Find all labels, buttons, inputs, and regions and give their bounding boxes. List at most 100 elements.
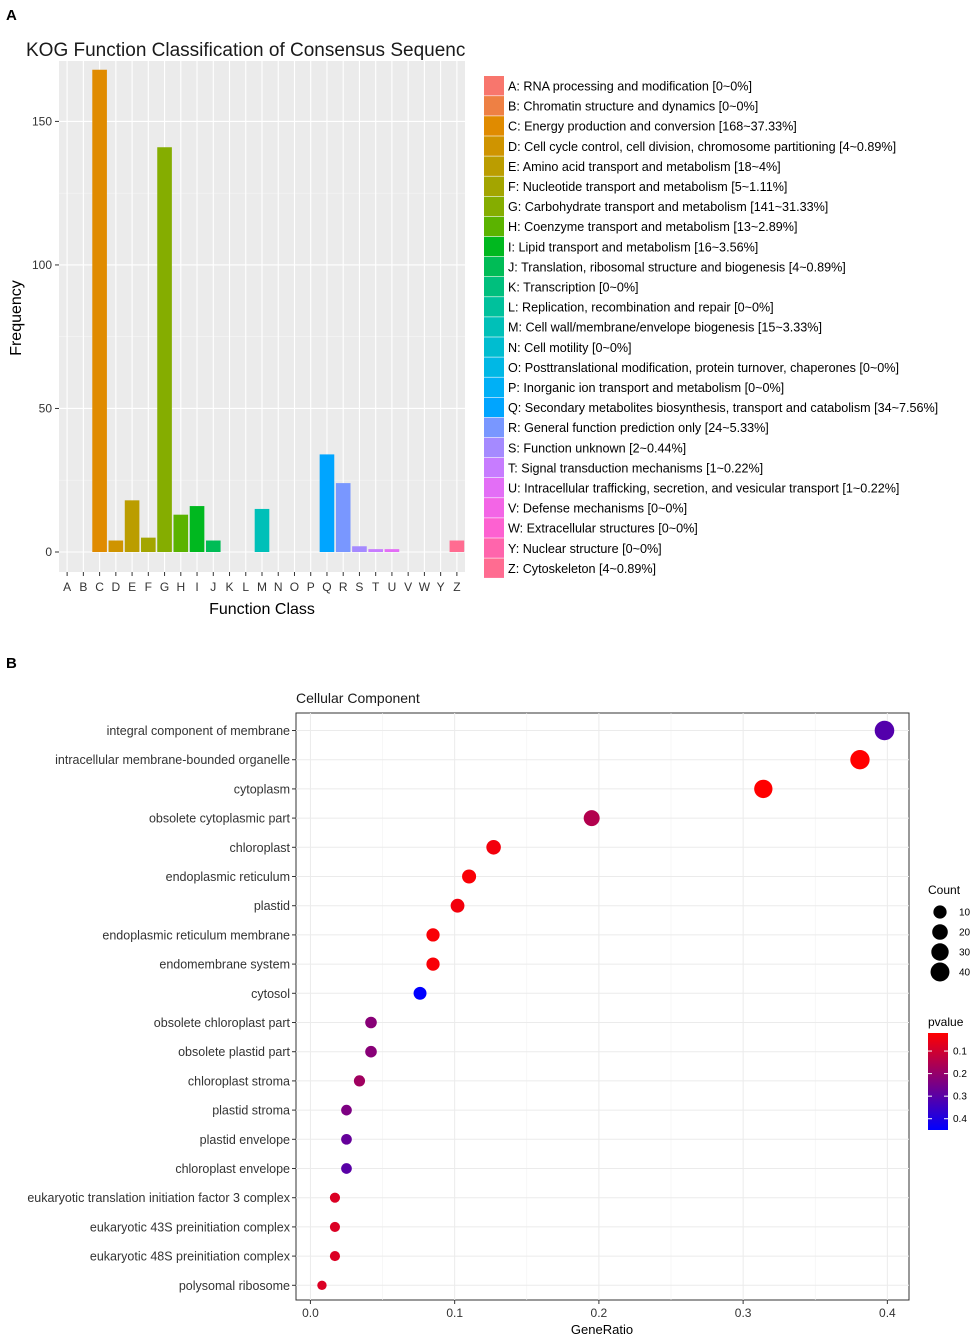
chart-b-x-tick-label: 0.0 (302, 1306, 319, 1320)
bar-e (124, 500, 140, 552)
count-legend-label: 20 (959, 928, 971, 939)
point-chloroplast-stroma (353, 1075, 366, 1087)
chart-a-x-tick-label-b: B (79, 580, 87, 594)
legend-label-w: W: Extracellular structures [0~0%] (508, 522, 698, 536)
chart-b-count-legend: Count 10 20 30 40 (928, 883, 971, 982)
chart-b-y-tick-label: chloroplast stroma (188, 1074, 290, 1088)
chart-b-x-tick-label: 0.1 (446, 1306, 463, 1320)
legend-label-g: G: Carbohydrate transport and metabolism… (508, 200, 828, 214)
chart-a-x-tick-label-n: N (274, 580, 283, 594)
chart-b-x-tick-label: 0.2 (591, 1306, 608, 1320)
chart-a-x-tick-label-g: G (160, 580, 169, 594)
chart-a-y-tick-label: 100 (32, 258, 52, 272)
chart-a-y-tick-label: 150 (32, 114, 52, 128)
legend-key-l (484, 297, 504, 317)
bar-q (319, 454, 335, 552)
chart-a-x-tick-label-m: M (257, 580, 267, 594)
legend-label-i: I: Lipid transport and metabolism [16~3.… (508, 240, 758, 254)
chart-a-x-tick-label-j: J (210, 580, 216, 594)
legend-label-l: L: Replication, recombination and repair… (508, 301, 774, 315)
legend-key-v (484, 498, 504, 518)
point-obsolete-chloroplast-part (365, 1016, 377, 1029)
count-legend-title: Count (928, 883, 961, 897)
bar-t (368, 549, 383, 552)
point-chloroplast-envelope (341, 1163, 352, 1174)
chart-b-y-tick-label: intracellular membrane-bounded organelle (55, 753, 290, 767)
chart-a-y-tick-label: 50 (39, 401, 53, 415)
chart-b-y-tick-label: plastid (254, 899, 290, 913)
chart-a-x-tick-label-l: L (242, 580, 249, 594)
chart-b-plot-panel (295, 712, 910, 1301)
count-legend-dot (930, 962, 950, 982)
legend-key-h (484, 216, 504, 237)
count-legend-dot (933, 905, 947, 919)
legend-label-c: C: Energy production and conversion [168… (508, 120, 797, 134)
legend-key-q (484, 397, 504, 418)
count-legend-dot (931, 943, 949, 961)
chart-b-y-tick-label: integral component of membrane (107, 724, 290, 738)
chart-a-x-tick-label-u: U (388, 580, 397, 594)
chart-b-y-tick-label: plastid stroma (212, 1104, 290, 1118)
legend-key-s (484, 437, 504, 458)
chart-b-y-tick-label: obsolete cytoplasmic part (149, 812, 291, 826)
bar-g (157, 147, 172, 552)
chart-b-x-axis: 0.0 0.1 0.2 0.3 0.4 (302, 1300, 896, 1320)
bar-i (189, 506, 205, 552)
chart-b-points (317, 720, 895, 1290)
point-plastid (450, 898, 465, 913)
legend-label-e: E: Amino acid transport and metabolism [… (508, 160, 781, 174)
bar-s (352, 546, 367, 552)
legend-key-k (484, 277, 504, 297)
legend-label-o: O: Posttranslational modification, prote… (508, 361, 899, 375)
legend-key-r (484, 417, 504, 438)
chart-a-bars (92, 69, 465, 552)
legend-label-q: Q: Secondary metabolites biosynthesis, t… (508, 401, 938, 415)
chart-b-y-tick-label: chloroplast envelope (175, 1162, 290, 1176)
chart-a-x-tick-label-k: K (226, 580, 234, 594)
chart-b-y-tick-label: polysomal ribosome (179, 1279, 290, 1293)
chart-a-legend: A: RNA processing and modification [0~0%… (484, 76, 938, 578)
legend-label-s: S: Function unknown [2~0.44%] (508, 441, 686, 455)
point-obsolete-plastid-part (365, 1045, 377, 1058)
chart-b-y-tick-label: obsolete chloroplast part (154, 1016, 291, 1030)
legend-key-f (484, 176, 504, 196)
legend-label-d: D: Cell cycle control, cell division, ch… (508, 140, 896, 154)
count-legend-dot (932, 924, 948, 940)
point-polysomal-ribosome (317, 1280, 327, 1290)
legend-key-n (484, 337, 504, 357)
chart-a-x-tick-label-a: A (63, 580, 71, 594)
chart-b-y-tick-label: endomembrane system (159, 958, 290, 972)
legend-key-g (484, 196, 504, 217)
legend-label-t: T: Signal transduction mechanisms [1~0.2… (508, 461, 763, 475)
bar-u (384, 549, 400, 552)
legend-key-z (484, 558, 504, 578)
chart-b-x-axis-title: GeneRatio (571, 1322, 633, 1337)
chart-b-y-tick-label: chloroplast (230, 841, 291, 855)
chart-a-x-tick-label-w: W (419, 580, 431, 594)
point-cytoplasm (754, 779, 773, 799)
bar-j (205, 540, 221, 552)
chart-b-gridlines (296, 713, 909, 1300)
point-eukaryotic-48s-preinitiation-complex (329, 1251, 341, 1262)
bar-z (449, 540, 465, 552)
chart-b-y-tick-label: obsolete plastid part (178, 1045, 290, 1059)
chart-b-y-axis: integral component of membrane intracellu… (27, 724, 296, 1293)
legend-key-e (484, 156, 504, 176)
point-plastid-stroma (341, 1104, 352, 1116)
chart-a-x-tick-label-c: C (95, 580, 104, 594)
point-integral-component-of-membrane (874, 720, 895, 741)
legend-key-w (484, 518, 504, 538)
point-chloroplast (486, 840, 501, 855)
bar-h (173, 514, 189, 552)
legend-key-i (484, 236, 504, 257)
chart-a-y-tick-label: 0 (45, 545, 52, 559)
count-legend-label: 30 (959, 948, 971, 959)
legend-label-r: R: General function prediction only [24~… (508, 421, 769, 435)
chart-a-x-tick-label-s: S (355, 580, 363, 594)
bar-c (92, 69, 107, 552)
chart-a-x-tick-label-f: F (145, 580, 152, 594)
pvalue-legend-label: 0.3 (953, 1092, 967, 1103)
legend-label-y: Y: Nuclear structure [0~0%] (508, 542, 662, 556)
